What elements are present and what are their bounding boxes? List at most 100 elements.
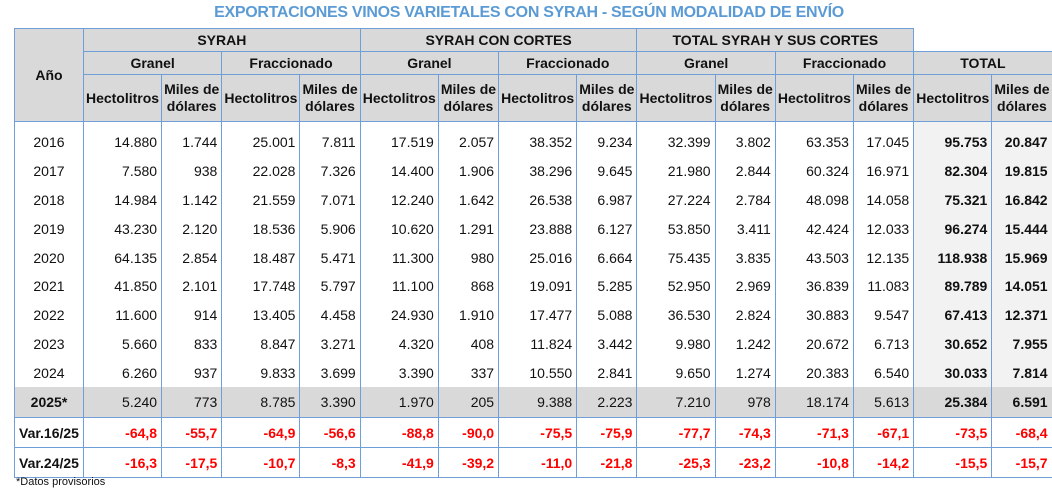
value-cell: 43.230 [82, 214, 163, 244]
variation-cell: -73,5 [913, 417, 993, 449]
value-cell: 95.753 [913, 121, 993, 157]
value-cell: 9.388 [498, 387, 578, 419]
value-cell: 7.326 [299, 156, 361, 186]
variation-cell: -77,7 [636, 417, 716, 449]
variation-cell: -75,9 [576, 417, 638, 449]
variation-cell: -15,5 [913, 447, 993, 479]
header-subgroup: Fraccionado [221, 51, 361, 75]
year-cell: 2021 [14, 271, 84, 301]
value-cell: 2.784 [714, 185, 776, 215]
table-row: 2024 6.260 937 9.833 3.699 3.390 337 10.550 2.84… [14, 358, 1052, 388]
value-cell: 20.383 [774, 358, 854, 388]
variation-cell: -23,2 [714, 447, 776, 479]
value-cell: 14.058 [852, 185, 915, 215]
variation-cell: -55,7 [161, 417, 223, 449]
value-cell: 7.814 [991, 358, 1052, 388]
header-hectolitros: Hectolitros [636, 74, 716, 122]
value-cell: 18.536 [221, 214, 301, 244]
value-cell: 2.854 [161, 243, 223, 272]
variation-cell: -15,7 [991, 447, 1052, 479]
value-cell: 52.950 [636, 271, 716, 301]
value-cell: 14.400 [359, 156, 439, 186]
value-cell: 5.797 [299, 271, 361, 301]
value-cell: 1.970 [359, 387, 439, 419]
value-cell: 17.045 [852, 121, 915, 157]
header-group: SYRAH [82, 28, 361, 52]
value-cell: 22.028 [221, 156, 301, 186]
table-row: 2023 5.660 833 8.847 3.271 4.320 408 11.824 3.44… [14, 329, 1052, 359]
value-cell: 3.390 [299, 387, 361, 419]
value-cell: 6.664 [576, 243, 638, 272]
variation-cell: -67,1 [852, 417, 915, 449]
header-subgroup: Fraccionado [498, 51, 638, 75]
variation-cell: -68,4 [991, 417, 1052, 449]
variation-cell: -11,0 [498, 447, 578, 479]
value-cell: 7.580 [82, 156, 163, 186]
value-cell: 205 [437, 387, 500, 419]
value-cell: 19.815 [991, 156, 1052, 186]
value-cell: 9.645 [576, 156, 638, 186]
value-cell: 96.274 [913, 214, 993, 244]
value-cell: 16.971 [852, 156, 915, 186]
variation-cell: -21,8 [576, 447, 638, 479]
header-miles-dolares: Miles de dólares [714, 74, 776, 122]
header-subgroup: Granel [82, 51, 223, 75]
value-cell: 337 [437, 358, 500, 388]
value-cell: 64.135 [82, 243, 163, 272]
value-cell: 32.399 [636, 121, 716, 157]
value-cell: 1.274 [714, 358, 776, 388]
value-cell: 9.980 [636, 329, 716, 359]
footnote: *Datos provisorios [16, 476, 106, 488]
value-cell: 53.850 [636, 214, 716, 244]
variation-cell: -25,3 [636, 447, 716, 479]
value-cell: 5.906 [299, 214, 361, 244]
value-cell: 3.411 [714, 214, 776, 244]
table-row: 2017 7.580 938 22.028 7.326 14.400 1.906 38.296… [14, 156, 1052, 186]
value-cell: 7.955 [991, 329, 1052, 359]
table-row: 2025* 5.240 773 8.785 3.390 1.970 205 9.388 2.22… [14, 387, 1052, 419]
value-cell: 30.652 [913, 329, 993, 359]
value-cell: 2.101 [161, 271, 223, 301]
variation-cell: -17,5 [161, 447, 223, 479]
value-cell: 6.540 [852, 358, 915, 388]
value-cell: 1.142 [161, 185, 223, 215]
value-cell: 36.530 [636, 300, 716, 330]
value-cell: 20.672 [774, 329, 854, 359]
variation-cell: -10,8 [774, 447, 854, 479]
value-cell: 38.352 [498, 121, 578, 157]
value-cell: 4.320 [359, 329, 439, 359]
variation-cell: -56,6 [299, 417, 361, 449]
header-miles-dolares: Miles de dólares [437, 74, 500, 122]
value-cell: 38.296 [498, 156, 578, 186]
header-hectolitros: Hectolitros [82, 74, 163, 122]
value-cell: 12.240 [359, 185, 439, 215]
header-subgroup: Granel [636, 51, 776, 75]
value-cell: 5.240 [82, 387, 163, 419]
table-title: EXPORTACIONES VINOS VARIETALES CON SYRAH… [214, 4, 844, 21]
value-cell: 13.405 [221, 300, 301, 330]
value-cell: 1.744 [161, 121, 223, 157]
value-cell: 2.057 [437, 121, 500, 157]
value-cell: 75.321 [913, 185, 993, 215]
value-cell: 7.071 [299, 185, 361, 215]
header-group: TOTAL SYRAH Y SUS CORTES [636, 28, 915, 52]
value-cell: 25.016 [498, 243, 578, 272]
variation-cell: -16,3 [82, 447, 163, 479]
value-cell: 7.811 [299, 121, 361, 157]
value-cell: 1.242 [714, 329, 776, 359]
value-cell: 60.324 [774, 156, 854, 186]
value-cell: 7.210 [636, 387, 716, 419]
variation-cell: -41,9 [359, 447, 439, 479]
value-cell: 938 [161, 156, 223, 186]
value-cell: 89.789 [913, 271, 993, 301]
header-hectolitros: Hectolitros [221, 74, 301, 122]
table-row: 2020 64.135 2.854 18.487 5.471 11.300 980 25.01… [14, 243, 1052, 272]
variation-row: Var.16/25 -64,8 -55,7 -64,9 -56,6 -88,8 -90,0-… [14, 417, 1052, 449]
variation-cell: -75,5 [498, 417, 578, 449]
value-cell: 2.841 [576, 358, 638, 388]
value-cell: 2.223 [576, 387, 638, 419]
header-miles-dolares: Miles de dólares [991, 74, 1052, 122]
exports-table: Año SYRAH SYRAH CON CORTES TOTAL SYRAH Y SU… [14, 28, 1052, 479]
value-cell: 24.930 [359, 300, 439, 330]
variation-label: Var.24/25 [14, 447, 84, 479]
